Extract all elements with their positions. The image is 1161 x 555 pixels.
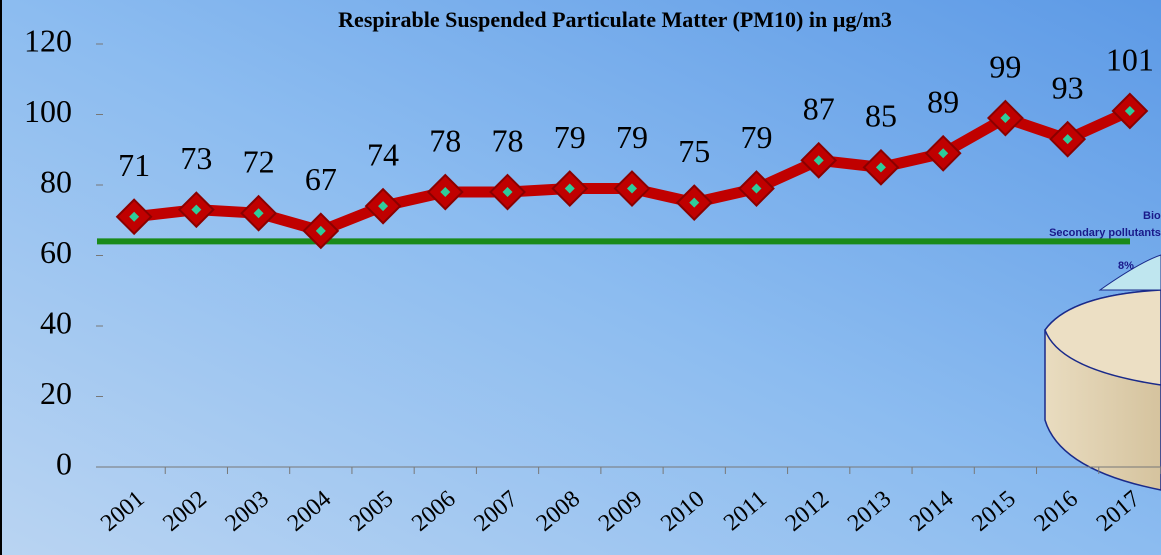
marker-center <box>440 187 451 198</box>
y-tick-label: 40 <box>40 304 72 340</box>
marker-center <box>315 225 326 236</box>
data-label: 72 <box>243 144 275 180</box>
data-label: 79 <box>616 119 648 155</box>
marker-center <box>875 162 886 173</box>
marker-center <box>253 208 264 219</box>
data-label: 85 <box>865 98 897 134</box>
data-label: 87 <box>803 91 835 127</box>
marker-center <box>627 183 637 194</box>
y-tick-label: 80 <box>40 163 72 199</box>
marker-center <box>689 197 700 208</box>
marker-center <box>191 204 202 215</box>
data-label: 79 <box>740 119 772 155</box>
data-label: 78 <box>492 122 524 158</box>
pie-top <box>1044 289 1161 386</box>
chart-title: Respirable Suspended Particulate Matter … <box>338 7 892 32</box>
data-label: 99 <box>989 48 1021 84</box>
data-label: 79 <box>554 119 586 155</box>
marker-center <box>378 201 389 212</box>
inset-label: Secondary pollutants <box>1049 227 1161 239</box>
marker-center <box>502 187 513 198</box>
data-label: 73 <box>180 140 212 176</box>
y-tick-label: 100 <box>24 93 72 129</box>
marker-center <box>1062 134 1073 145</box>
data-label: 101 <box>1106 41 1154 77</box>
data-label: 74 <box>367 136 399 172</box>
y-tick-label: 60 <box>40 234 72 270</box>
inset-label: 8% <box>1118 260 1134 272</box>
inset-label: Bio <box>1143 210 1161 222</box>
data-label: 71 <box>118 147 150 183</box>
marker-center <box>564 183 575 194</box>
y-tick-label: 120 <box>24 22 72 58</box>
y-tick-label: 20 <box>40 375 72 411</box>
inset-pie <box>1044 254 1161 491</box>
marker-center <box>751 183 762 194</box>
marker-center <box>1124 105 1135 116</box>
data-label: 67 <box>305 161 337 197</box>
data-label: 93 <box>1052 70 1084 106</box>
marker-center <box>1000 113 1011 124</box>
marker-center <box>813 155 824 166</box>
data-label: 78 <box>429 122 461 158</box>
data-label: 89 <box>927 84 959 120</box>
marker-center <box>938 148 949 159</box>
data-label: 75 <box>678 133 710 169</box>
y-tick-label: 0 <box>56 445 72 481</box>
marker-center <box>129 211 140 222</box>
